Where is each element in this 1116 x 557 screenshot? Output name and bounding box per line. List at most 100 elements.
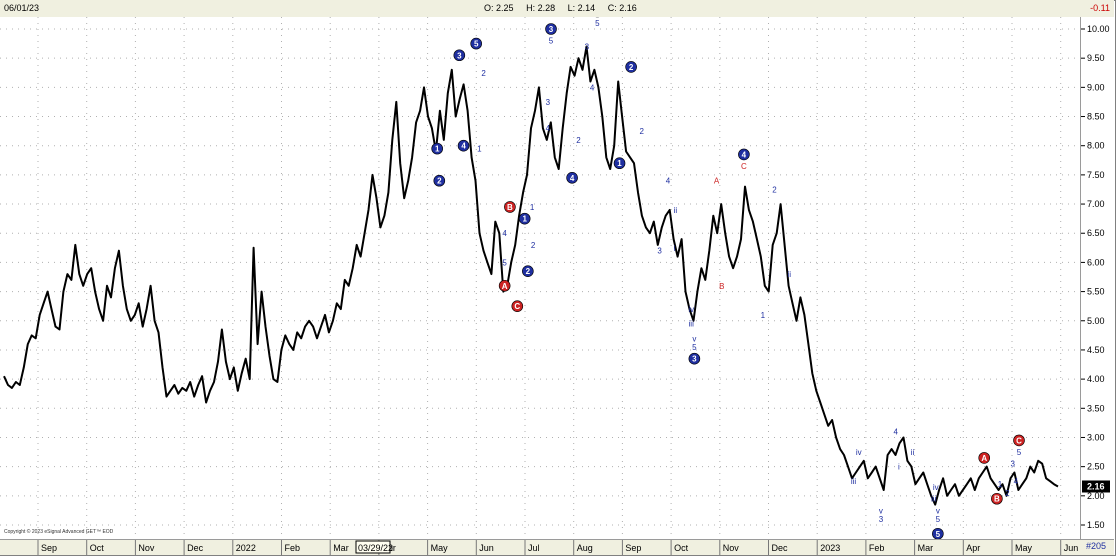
y-tick-label: 7.50 [1087,170,1105,180]
y-tick-label: 5.50 [1087,287,1105,297]
wave-label-text: 3 [692,355,697,364]
x-tick-label: Apr [966,543,980,553]
wave-label-text: 4 [1014,477,1019,486]
wave-label-text: A [502,282,508,291]
wave-label-text: 3 [1010,460,1015,469]
y-tick-label: 10.00 [1087,24,1110,34]
wave-label-text: v [692,334,696,343]
y-tick-label: 9.00 [1087,82,1105,92]
wave-label-text: C [514,302,520,311]
wave-label-text: 5 [936,515,941,524]
wave-label-circle [511,300,524,312]
wave-label-text: ii [911,448,915,457]
wave-label-circle [518,212,531,225]
y-tick-label: 4.50 [1087,345,1105,355]
symbol-tag: #205 [1086,541,1107,551]
wave-label-text: 5 [1017,448,1022,457]
wave-label-text: A [981,454,987,463]
y-tick-label: 1.50 [1087,520,1105,530]
x-tick-label: Nov [723,543,740,553]
wave-label-text: 2 [531,241,536,250]
wave-label-text: B [994,495,1000,504]
y-tick-label: 3.00 [1087,432,1105,442]
x-tick-label: Jun [479,543,494,553]
x-tick-label: Feb [285,543,301,553]
wave-label-circle [688,352,701,365]
highlight-date-box [355,540,391,554]
wave-label-text: 5 [474,40,479,49]
high-key: H: [526,3,536,13]
wave-label-text: 2 [639,127,644,136]
wave-label-text: 2 [1005,489,1010,498]
y-tick-label: 5.00 [1087,316,1105,326]
price-axis[interactable]: 1.50 2.00 2.50 3.00 3.50 4.00 4.50 5.00 5.50 6.00… [1080,17,1115,539]
y-tick-label: 2.50 [1087,462,1105,472]
wave-label-circle [504,201,516,213]
wave-label-text: 1 [435,145,440,154]
wave-label-text: iv [933,483,939,492]
wave-label-text: iii [851,477,857,486]
x-tick-label: 2022 [236,543,256,553]
wave-label-circle [991,492,1003,505]
wave-label-text: iii [931,495,937,504]
wave-label-text: 5 [692,343,697,352]
date-axis[interactable]: Sep Oct Nov Dec 2022 Feb Mar Apr May Jun Jul Aug Sep… [0,539,1114,555]
wave-label-text: 2 [772,185,777,194]
wave-label-text: 3 [546,98,551,107]
wave-label-circle [457,139,470,152]
wave-label-text: ii [787,270,791,279]
wave-label-text: ii [674,206,678,215]
highlight-date-label: 03/29/22 [358,543,393,553]
wave-label-circle [433,174,446,187]
header-date: 06/01/23 [4,3,40,13]
wave-label-text: 2 [481,69,486,78]
wave-label-text: 2 [526,267,531,276]
x-tick-label: Sep [625,543,641,553]
wave-label-circle [978,452,991,464]
wave-label-circle [453,49,466,62]
wave-label-text: C [1016,436,1022,445]
wave-label-text: 1 [522,215,527,224]
wave-label-text: 1 [477,145,482,154]
wave-label-text: v [879,506,883,515]
wave-label-text: 1 [530,203,535,212]
y-tick-label: 4.00 [1087,374,1105,384]
x-tick-label: May [431,543,449,553]
x-tick-label: May [1015,543,1033,553]
wave-label-text: 4 [590,83,595,92]
last-price-box [1082,480,1110,493]
wave-label-text: C [741,162,747,171]
x-tick-label: Feb [869,543,885,553]
wave-label-circle [522,265,534,277]
wave-label-text: 3 [657,247,662,256]
wave-label-text: 5 [502,258,507,267]
x-tick-label: 2023 [820,543,840,553]
price-chart-plot[interactable]: 3521241B11425A2C35342434552214ii3iiviiiv… [0,17,1080,539]
date-axis-ticks: Sep Oct Nov Dec 2022 Feb Mar Apr May Jun Jul Aug Sep… [37,540,1079,555]
y-tick-label: 2.00 [1087,491,1105,501]
y-tick-label: 6.00 [1087,257,1105,267]
low-value: 2.14 [577,3,596,13]
x-tick-label: Sep [41,543,57,553]
wave-label-text: i [673,244,675,253]
x-tick-label: Aug [577,543,593,553]
wave-label-text: 4 [570,174,575,183]
open-value: 2.25 [496,3,514,13]
y-tick-label: 9.50 [1087,53,1105,63]
wave-label-text: 4 [461,142,466,151]
last-price-label: 2.16 [1087,481,1105,491]
wave-label-text: 2 [437,177,442,186]
low-key: L: [567,3,576,13]
wave-label-text: 5 [595,19,600,28]
wave-label-circle [470,37,482,50]
wave-label-circle [625,61,637,73]
wave-label-circle [545,23,557,35]
wave-label-text: 1 [617,159,622,168]
y-tick-label: 8.00 [1087,141,1105,151]
ohlc-header: 06/01/23 O: 2.25 H: 2.28 L: 2.14 C: 2.16… [0,0,1114,18]
close-key: C: [607,3,617,13]
y-tick-label: 6.50 [1087,228,1105,238]
wave-label-text: 3 [879,515,884,524]
x-tick-label: Jun [1064,543,1079,553]
wave-label-circle [1013,434,1025,447]
